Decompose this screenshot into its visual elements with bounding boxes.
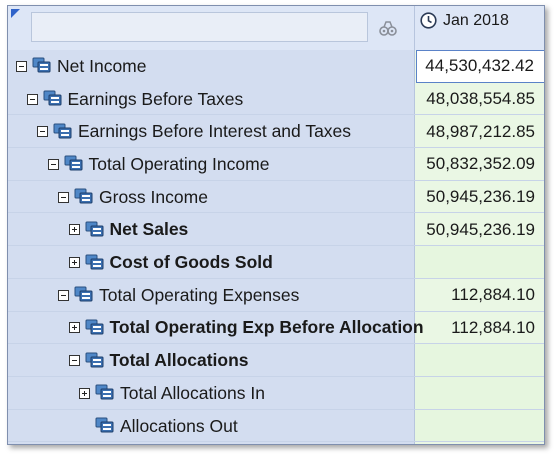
period-label: Jan 2018 [443,12,509,29]
collapse-icon[interactable] [47,158,59,170]
value-cell[interactable]: 48,038,554.85 [426,89,535,109]
tree-row[interactable]: Net Income 44,530,432.42 [8,50,544,83]
tree-row[interactable]: Gross Income 50,945,236.19 [8,181,544,214]
row-separator [8,147,544,149]
value-cell[interactable]: 112,884.10 [451,285,535,305]
filter-input[interactable] [31,12,368,42]
tree-cell: Gross Income [8,181,415,214]
value-cell[interactable] [415,377,544,410]
row-header-pane [8,50,415,444]
member-node-icon [85,221,103,237]
tree-row[interactable]: Total Operating Exp Before Allocation 112… [8,312,544,345]
member-node-icon [85,319,103,335]
collapse-icon[interactable] [16,60,27,72]
expand-icon[interactable] [68,322,80,334]
row-separator [8,310,544,312]
member-node-icon [64,155,82,171]
value-cell[interactable] [415,246,544,279]
member-node-icon [43,90,61,106]
tree-row[interactable]: Cost of Goods Sold [8,246,544,279]
tree-cell: Total Allocations In [8,377,415,410]
row-separator [8,343,544,345]
tree-cell: Total Operating Expenses [8,279,415,312]
tree-cell: Total Operating Income [8,148,415,181]
member-node-icon [95,384,114,400]
tree-row[interactable]: Total Operating Income 50,832,352.09 [8,148,544,181]
tree-row[interactable]: Total Allocations [8,344,544,377]
row-separator [8,441,544,443]
value-cell[interactable]: 50,832,352.09 [426,154,535,174]
member-node-icon [74,286,93,302]
member-label: Cost of Goods Sold [109,252,273,273]
tree-row[interactable]: Allocations Out [8,409,544,443]
value-cell[interactable] [415,409,544,443]
member-node-icon [53,123,72,139]
tree-row[interactable]: Total Allocations In [8,377,544,410]
member-label: Net Sales [109,219,189,240]
member-label: Total Allocations In [120,382,265,403]
collapse-icon[interactable] [37,126,48,138]
member-node-icon [85,254,103,270]
member-label: Earnings Before Taxes [67,88,244,109]
collapse-icon[interactable] [58,289,69,301]
tree-row[interactable]: Total Operating Expenses 112,884.10 [8,279,544,312]
tree-cell: Net Income [8,50,415,83]
clock-icon [420,12,437,29]
selected-value-cell[interactable]: 44,530,432.42 [416,50,544,83]
row-separator [8,375,544,377]
row-separator [8,179,544,181]
member-node-icon [74,188,93,204]
row-separator [8,245,544,247]
tree-row[interactable]: Earnings Before Interest and Taxes 48,987… [8,115,544,149]
member-label: Gross Income [99,186,208,207]
collapse-icon[interactable] [68,355,80,367]
row-separator [8,212,544,214]
tree-cell: Cost of Goods Sold [8,246,415,279]
member-node-icon [32,57,51,73]
expand-icon[interactable] [68,257,80,269]
member-node-icon [95,417,114,433]
row-separator [8,114,544,116]
member-label: Earnings Before Interest and Taxes [78,121,352,142]
value-cell[interactable]: 112,884.10 [451,317,535,337]
member-label: Net Income [57,55,147,76]
tree-cell: Net Sales [8,214,415,247]
period-column-header[interactable]: Jan 2018 [415,6,544,50]
collapse-icon[interactable] [26,93,38,105]
row-separator [8,277,544,279]
tree-cell: Earnings Before Taxes [8,83,415,116]
tree-cell: Total Operating Exp Before Allocation [8,312,424,345]
member-node-icon [85,352,103,368]
member-label: Total Operating Exp Before Allocation [109,317,424,338]
tree-cell: Total Allocations [8,344,415,377]
select-all-corner[interactable] [11,9,20,18]
member-label: Total Operating Income [88,153,270,174]
value-cell[interactable]: 50,945,236.19 [426,219,535,239]
value-cell[interactable] [415,344,544,377]
tree-cell: Earnings Before Interest and Taxes [8,115,415,148]
hierarchy-grid: Jan 2018 Net Income 44,530,432.42 Earnings… [7,5,545,445]
tree-cell: Allocations Out [8,410,415,443]
tree-row[interactable]: Net Sales 50,945,236.19 [8,214,544,247]
value-cell[interactable]: 50,945,236.19 [426,187,535,207]
expand-icon[interactable] [79,387,90,399]
filter-icon[interactable] [378,19,398,37]
member-label: Total Allocations [109,350,249,371]
collapse-icon[interactable] [58,191,69,203]
value-cell[interactable]: 48,987,212.85 [426,121,535,141]
expand-icon[interactable] [68,224,80,236]
column-divider [414,6,415,444]
row-separator [8,408,544,410]
tree-row[interactable]: Earnings Before Taxes 48,038,554.85 [8,83,544,116]
member-label: Total Operating Expenses [99,284,300,305]
member-label: Allocations Out [120,415,238,436]
